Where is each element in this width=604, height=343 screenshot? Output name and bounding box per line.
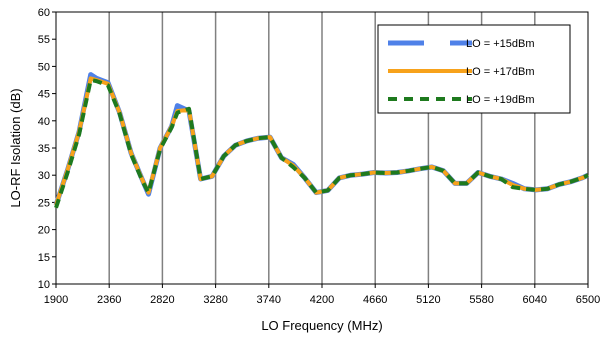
y-tick-label: 20	[38, 225, 50, 237]
x-tick-label: 5120	[416, 294, 440, 306]
y-tick-label: 55	[38, 34, 50, 46]
legend: LO = +15dBm LO = +17dBm LO = +19dBm	[377, 24, 571, 114]
y-tick-label: 40	[38, 116, 50, 128]
x-tick-label: 4200	[310, 294, 334, 306]
legend-label-3: LO = +19dBm	[466, 94, 535, 106]
x-tick-label: 5580	[469, 294, 493, 306]
y-axis-ticks: 10 15 20 25 30 35 40 45 50 55 60	[38, 7, 56, 291]
x-axis-title: LO Frequency (MHz)	[261, 318, 382, 333]
series-lines	[53, 72, 590, 209]
x-tick-label: 6040	[523, 294, 547, 306]
y-tick-label: 50	[38, 61, 50, 73]
y-axis-title: LO-RF Isolation (dB)	[8, 88, 23, 207]
y-tick-label: 45	[38, 89, 50, 101]
x-tick-label: 2360	[97, 294, 121, 306]
y-tick-label: 35	[38, 143, 50, 155]
y-tick-label: 15	[38, 252, 50, 264]
y-tick-label: 30	[38, 170, 50, 182]
x-tick-label: 2820	[150, 294, 174, 306]
x-tick-label: 1900	[44, 294, 68, 306]
y-tick-label: 10	[38, 279, 50, 291]
legend-label-2: LO = +17dBm	[466, 66, 535, 78]
x-tick-label: 3280	[203, 294, 227, 306]
legend-label-1: LO = +15dBm	[466, 38, 535, 50]
x-tick-label: 6500	[576, 294, 600, 306]
x-tick-label: 4660	[363, 294, 387, 306]
y-tick-label: 25	[38, 197, 50, 209]
x-tick-label: 3740	[257, 294, 281, 306]
series-line-3	[54, 78, 589, 209]
y-tick-label: 60	[38, 7, 50, 19]
x-axis-ticks: 1900 2360 2820 3280 3740 4200 4660 5120 5580 6040…	[44, 284, 600, 306]
